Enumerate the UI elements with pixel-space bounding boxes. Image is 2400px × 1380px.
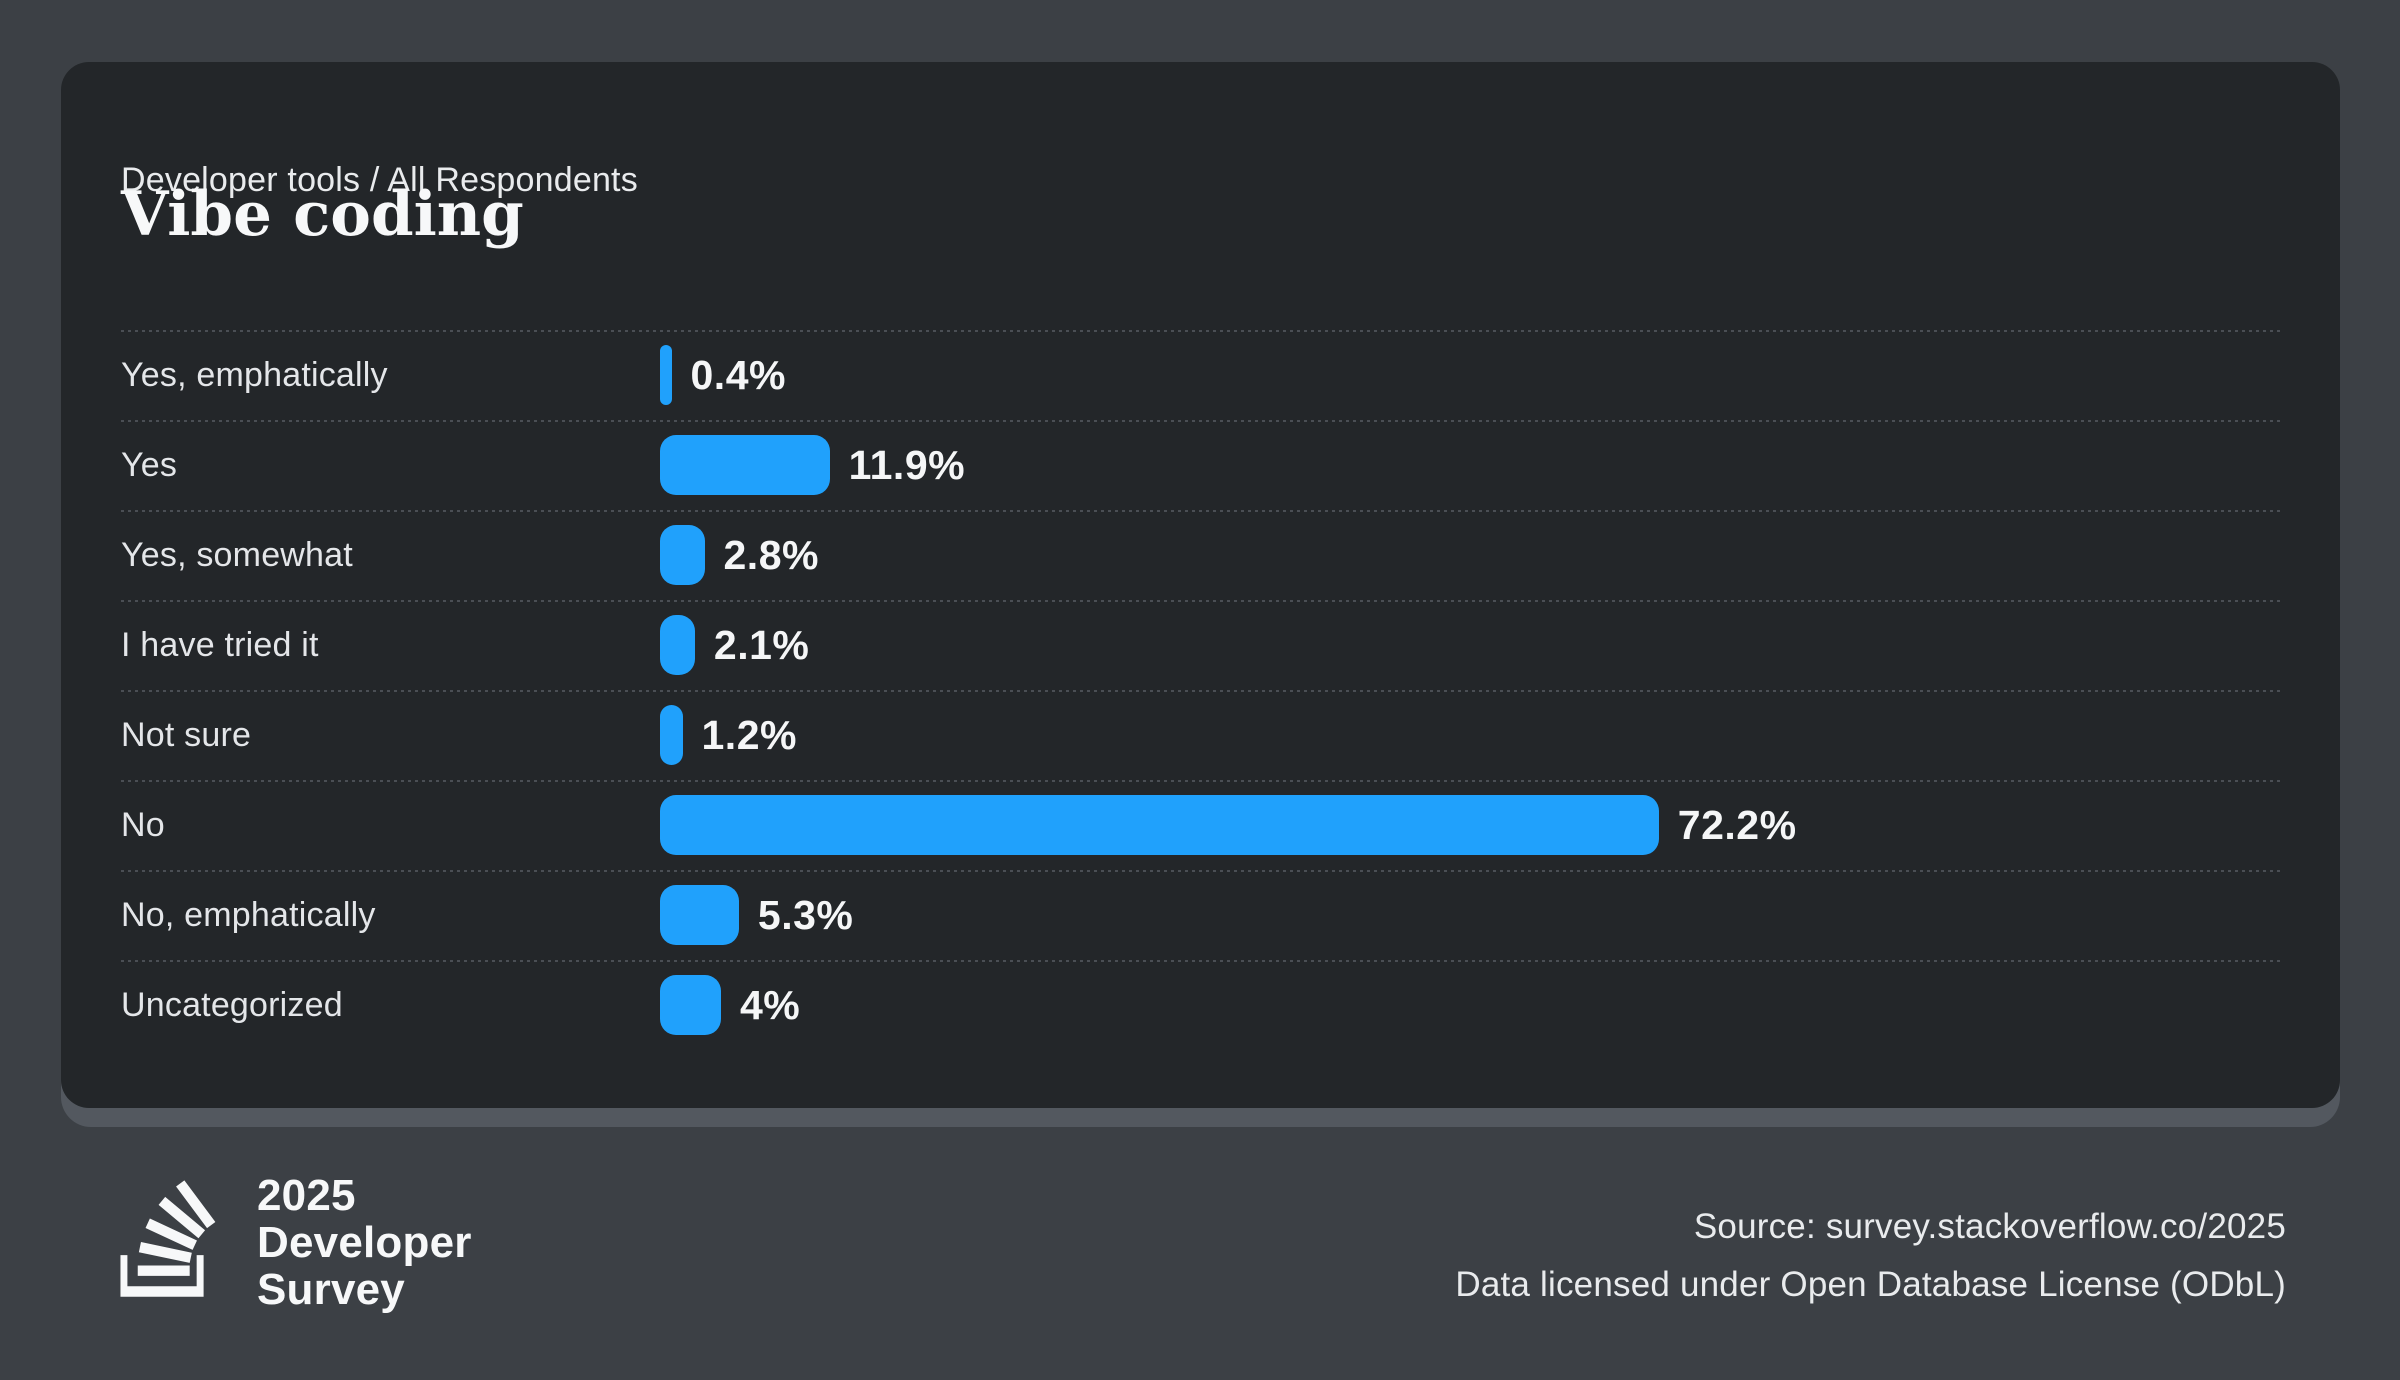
bar[interactable] bbox=[660, 435, 830, 495]
chart-row: No, emphatically 5.3% bbox=[121, 870, 2282, 960]
row-label: No bbox=[121, 805, 165, 844]
chart-row: Yes, somewhat 2.8% bbox=[121, 510, 2282, 600]
chart-row: Not sure 1.2% bbox=[121, 690, 2282, 780]
row-label: Uncategorized bbox=[121, 985, 343, 1024]
bar[interactable] bbox=[660, 885, 739, 945]
bar[interactable] bbox=[660, 795, 1659, 855]
row-label: Not sure bbox=[121, 715, 252, 754]
brand-line-developer: Developer bbox=[257, 1218, 472, 1267]
bar-track: 2.8% bbox=[660, 525, 2282, 585]
bar[interactable] bbox=[660, 525, 705, 585]
brand-line-year: 2025 bbox=[257, 1171, 356, 1220]
bar[interactable] bbox=[660, 345, 672, 405]
bar[interactable] bbox=[660, 975, 721, 1035]
page-title: Vibe coding bbox=[121, 179, 524, 250]
value-label: 5.3% bbox=[757, 891, 854, 938]
source-link[interactable]: Source: survey.stackoverflow.co/2025 bbox=[1693, 1207, 2286, 1246]
chart-row: Yes 11.9% bbox=[121, 420, 2282, 510]
chart-card: Developer tools / All Respondents Vibe c… bbox=[61, 62, 2340, 1108]
brand-lockup: 2025 Developer Survey bbox=[116, 1170, 472, 1313]
row-label: I have tried it bbox=[121, 625, 319, 664]
bar-track: 72.2% bbox=[660, 795, 2282, 855]
breadcrumb[interactable]: Developer tools / All Respondents bbox=[121, 161, 638, 199]
bar-track: 2.1% bbox=[660, 615, 2282, 675]
source-block: Source: survey.stackoverflow.co/2025 Dat… bbox=[1455, 1198, 2286, 1314]
value-label: 0.4% bbox=[690, 351, 786, 398]
bar-track: 1.2% bbox=[660, 705, 2282, 765]
value-label: 2.8% bbox=[723, 531, 819, 578]
bar-track: 5.3% bbox=[660, 885, 2282, 945]
brand-text: 2025 Developer Survey bbox=[257, 1172, 472, 1313]
value-label: 11.9% bbox=[848, 441, 966, 488]
chart-row: No 72.2% bbox=[121, 780, 2282, 870]
row-label: No, emphatically bbox=[121, 895, 376, 934]
row-label: Yes bbox=[121, 445, 178, 484]
chart-row: Yes, emphatically 0.4% bbox=[121, 330, 2282, 420]
license-text: Data licensed under Open Database Licens… bbox=[1455, 1265, 2286, 1304]
bar-track: 0.4% bbox=[660, 345, 2282, 405]
value-label: 72.2% bbox=[1677, 801, 1797, 848]
value-label: 1.2% bbox=[701, 711, 797, 758]
row-label: Yes, emphatically bbox=[121, 355, 388, 394]
row-label: Yes, somewhat bbox=[121, 535, 353, 574]
bar[interactable] bbox=[660, 615, 695, 675]
bar-chart: Yes, emphatically 0.4% Yes 11.9% Yes, somewh… bbox=[121, 330, 2282, 1050]
chart-row: I have tried it 2.1% bbox=[121, 600, 2282, 690]
brand-line-survey: Survey bbox=[257, 1265, 405, 1314]
stackoverflow-logo-icon bbox=[120, 1180, 216, 1297]
value-label: 4% bbox=[740, 981, 801, 1028]
bar-track: 4% bbox=[660, 975, 2282, 1035]
bar-track: 11.9% bbox=[660, 435, 2282, 495]
bar[interactable] bbox=[660, 705, 683, 765]
value-label: 2.1% bbox=[713, 621, 810, 668]
chart-row: Uncategorized 4% bbox=[121, 960, 2282, 1050]
